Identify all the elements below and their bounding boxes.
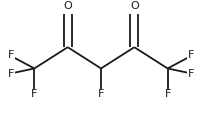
Text: F: F xyxy=(8,69,14,79)
Text: F: F xyxy=(31,89,38,99)
Text: F: F xyxy=(98,89,104,99)
Text: O: O xyxy=(130,1,139,11)
Text: F: F xyxy=(8,51,14,60)
Text: O: O xyxy=(63,1,72,11)
Text: F: F xyxy=(188,69,194,79)
Text: F: F xyxy=(188,51,194,60)
Text: F: F xyxy=(165,89,171,99)
